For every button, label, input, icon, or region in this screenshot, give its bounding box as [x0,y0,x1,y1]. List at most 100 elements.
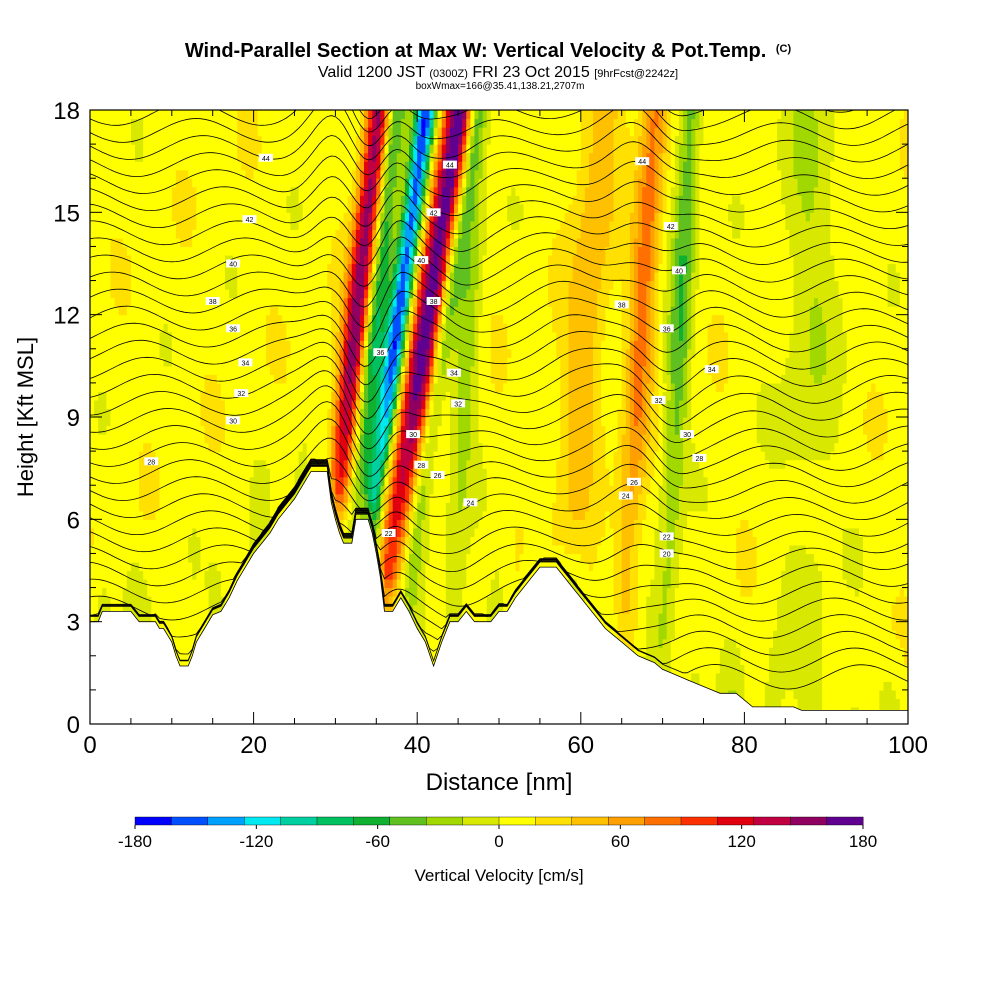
velocity-cell [110,519,116,529]
velocity-cell [306,340,312,350]
velocity-cell [102,144,107,154]
velocity-cell [335,203,341,213]
velocity-cell [245,289,251,299]
velocity-cell [159,272,165,282]
velocity-cell [359,476,365,486]
velocity-cell [310,399,316,410]
velocity-cell [269,246,275,256]
velocity-cell [155,289,161,299]
velocity-cell [282,135,287,145]
velocity-cell [147,493,152,503]
velocity-cell [261,399,267,410]
velocity-cell [175,544,181,555]
velocity-cell [265,434,271,444]
velocity-cell [319,280,324,290]
velocity-cell [184,451,189,461]
velocity-cell [114,493,120,503]
velocity-cell [323,425,328,435]
velocity-cell [339,272,345,282]
velocity-cell [188,553,193,563]
velocity-cell [298,340,304,350]
velocity-cell [147,408,152,418]
velocity-cell [290,220,296,230]
velocity-cell [359,135,365,145]
velocity-cell [208,186,214,196]
velocity-cell [368,340,373,350]
velocity-cell [249,144,255,154]
velocity-cell [249,510,255,520]
velocity-cell [175,195,181,205]
velocity-cell [257,527,263,537]
velocity-cell [90,536,95,546]
velocity-cell [122,408,128,418]
velocity-cell [134,306,140,316]
velocity-cell [212,254,218,265]
velocity-cell [216,527,222,537]
velocity-cell [200,365,206,375]
velocity-cell [155,246,161,256]
velocity-cell [294,229,300,239]
velocity-cell [175,169,181,179]
velocity-cell [335,263,341,273]
velocity-cell [233,451,238,461]
velocity-cell [212,186,218,196]
velocity-cell [147,186,152,196]
velocity-cell [229,544,234,555]
velocity-cell [347,502,353,512]
velocity-cell [265,280,271,290]
velocity-cell [126,314,132,324]
velocity-cell [290,263,296,273]
velocity-cell [220,220,226,230]
velocity-cell [220,544,226,555]
velocity-cell [216,195,222,205]
velocity-cell [274,263,279,273]
velocity-cell [224,135,230,145]
velocity-cell [306,144,312,154]
velocity-cell [179,587,185,597]
velocity-cell [179,144,185,154]
velocity-cell [159,178,165,188]
velocity-cell [314,331,320,341]
velocity-cell [98,357,103,367]
velocity-cell [339,297,345,307]
velocity-cell [204,399,210,410]
velocity-cell [118,340,124,350]
velocity-cell [130,493,136,503]
velocity-cell [122,519,128,529]
velocity-cell [110,144,116,154]
velocity-cell [134,553,140,563]
velocity-cell [94,212,99,222]
velocity-cell [134,579,140,589]
velocity-cell [130,476,136,486]
velocity-cell [241,408,247,418]
velocity-cell [343,468,349,478]
velocity-cell [196,220,202,230]
velocity-cell [90,118,95,128]
velocity-cell [249,408,255,418]
velocity-cell [274,442,279,452]
velocity-cell [126,365,132,375]
velocity-cell [331,485,336,495]
velocity-cell [90,246,95,256]
velocity-cell [314,340,320,350]
velocity-cell [233,161,238,171]
velocity-cell [139,434,144,444]
velocity-cell [184,596,189,606]
velocity-cell [257,374,263,384]
velocity-cell [359,382,365,393]
velocity-cell [355,485,361,495]
velocity-cell [143,399,148,410]
velocity-cell [208,510,214,520]
velocity-cell [126,340,132,350]
velocity-cell [294,161,300,171]
velocity-cell [368,519,373,529]
velocity-cell [94,195,99,205]
velocity-cell [347,203,353,213]
velocity-cell [147,417,152,427]
velocity-cell [224,382,230,393]
velocity-cell [204,587,210,597]
velocity-cell [290,110,296,120]
velocity-cell [147,254,152,265]
velocity-cell [200,468,206,478]
velocity-cell [290,365,296,375]
